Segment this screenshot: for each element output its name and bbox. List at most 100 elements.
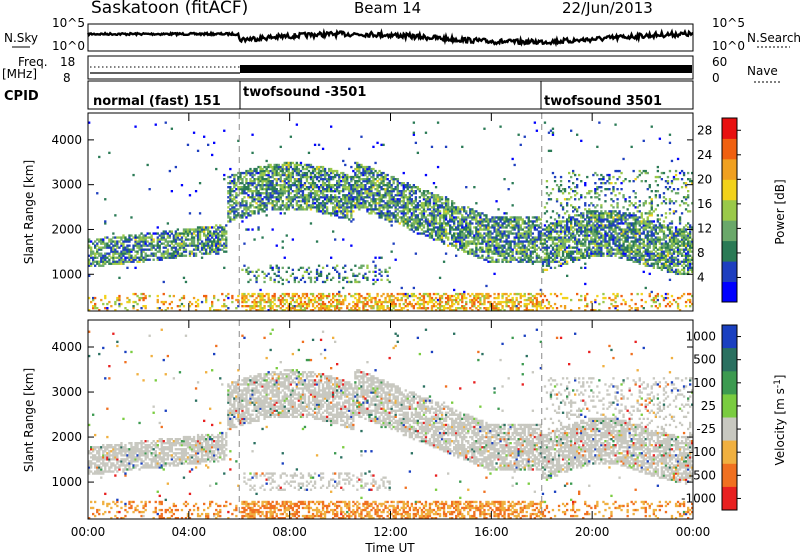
echo-cell [509,307,512,310]
echo-cell [449,208,452,211]
echo-cell [434,202,438,205]
echo-cell [549,228,553,231]
echo-cell [368,196,371,199]
echo-cell [394,218,397,221]
echo-cell [279,300,282,304]
echo-cell [102,262,105,265]
echo-cell [249,180,252,183]
echo-cell [483,238,486,241]
echo-cell [287,165,290,169]
echo-cell [112,250,115,253]
echo-cell [186,234,190,237]
echo-cell [265,180,268,183]
echo-cell [138,244,141,247]
echo-cell [563,198,567,201]
echo-cell [315,278,319,282]
echo-cell [438,220,442,223]
echo-cell [319,298,323,302]
echo-cell [497,258,500,261]
echo-cell [283,204,286,207]
echo-cell [382,188,385,191]
echo-cell [531,222,535,225]
echo-cell [527,220,530,223]
echo-cell [366,266,369,270]
echo-cell [281,171,284,175]
echo-cell [295,208,299,211]
echo-cell [354,302,357,306]
echo-cell [263,188,266,191]
echo-cell [497,307,500,310]
echo-cell [243,264,246,267]
echo-cell [211,305,214,308]
echo-cell [412,307,416,310]
echo-cell [531,300,535,304]
echo-cell [499,218,502,221]
echo-cell [533,240,537,243]
echo-cell [340,294,343,298]
echo-cell [495,246,498,249]
echo-cell [576,133,579,136]
echo-cell [334,198,337,201]
echo-cell [398,194,401,197]
echo-cell [128,240,131,243]
echo-cell [305,196,309,199]
echo-cell [354,180,357,183]
echo-cell [192,230,196,233]
echo-cell [211,246,214,249]
echo-cell [420,298,424,302]
echo-cell [378,300,381,304]
echo-cell [162,238,165,241]
echo-cell [313,296,317,300]
echo-cell [317,167,321,171]
echo-cell [432,292,436,296]
echo-cell [211,232,214,235]
echo-cell [572,218,575,221]
echo-cell [509,309,512,312]
echo-cell [170,230,174,233]
echo-cell [235,307,238,310]
echo-cell [132,300,135,304]
echo-cell [237,194,240,197]
echo-cell [442,222,446,225]
echo-cell [211,244,214,247]
echo-cell [334,298,337,302]
echo-cell [160,258,163,261]
echo-cell [555,294,559,298]
echo-cell [257,309,260,312]
echo-cell [311,309,315,312]
echo-cell [217,252,220,255]
echo-cell [511,307,514,310]
echo-cell [545,268,549,272]
echo-cell [323,184,327,187]
echo-cell [168,254,172,257]
echo-cell [574,224,577,227]
echo-cell [259,307,262,310]
echo-cell [317,208,321,211]
echo-cell [495,230,498,233]
echo-cell [471,236,474,239]
echo-cell [295,305,299,308]
echo-cell [563,244,567,247]
echo-cell [509,226,512,229]
echo-cell [406,302,409,306]
echo-cell [370,194,373,197]
echo-cell [555,198,559,201]
echo-cell [229,190,232,193]
echo-cell [293,305,297,308]
echo-cell [122,236,125,239]
echo-cell [584,230,587,233]
echo-cell [128,298,131,302]
echo-cell [328,272,331,276]
echo-cell [459,228,462,231]
echo-cell [259,184,262,187]
echo-cell [424,194,428,197]
echo-cell [451,204,454,207]
echo-cell [501,216,504,219]
echo-cell [453,206,456,209]
echo-cell [213,240,216,243]
echo-cell [360,190,363,193]
echo-cell [203,246,206,249]
echo-cell [533,246,537,249]
echo-cell [457,220,460,223]
echo-cell [440,206,444,209]
